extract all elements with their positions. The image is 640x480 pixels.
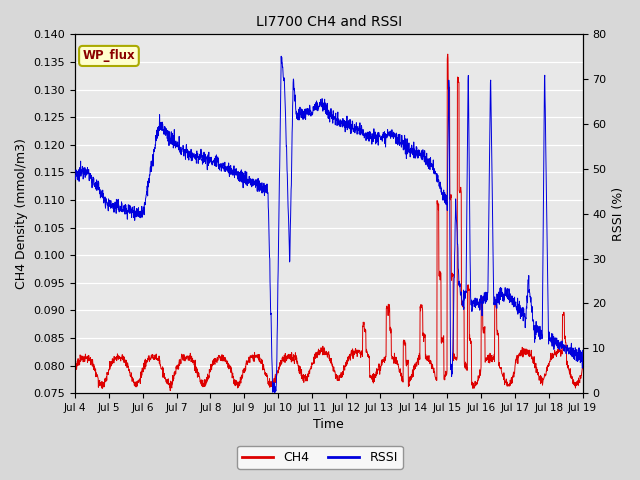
- Text: WP_flux: WP_flux: [83, 49, 135, 62]
- Y-axis label: RSSI (%): RSSI (%): [612, 187, 625, 241]
- Y-axis label: CH4 Density (mmol/m3): CH4 Density (mmol/m3): [15, 138, 28, 289]
- Title: LI7700 CH4 and RSSI: LI7700 CH4 and RSSI: [256, 15, 402, 29]
- X-axis label: Time: Time: [314, 419, 344, 432]
- Legend: CH4, RSSI: CH4, RSSI: [237, 446, 403, 469]
